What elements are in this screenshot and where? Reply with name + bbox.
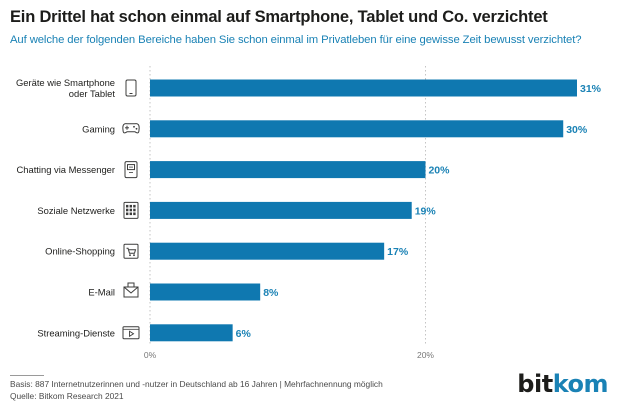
bar [150, 242, 385, 260]
bar [150, 161, 426, 179]
bar [150, 201, 412, 219]
category-label: Streaming-Dienste [37, 327, 115, 338]
gamepad-icon [122, 123, 140, 134]
icons-layer [122, 79, 140, 340]
x-tick-label: 20% [417, 350, 434, 360]
footer-divider [10, 375, 44, 376]
category-label: Soziale Netzwerke [37, 205, 115, 216]
bar [150, 283, 261, 301]
source-note: Quelle: Bitkom Research 2021 [10, 390, 124, 401]
social-grid-icon [123, 201, 139, 219]
bar [150, 120, 564, 138]
video-player-icon [122, 326, 140, 340]
value-label: 31% [580, 83, 602, 95]
chart-subtitle: Auf welche der folgenden Bereiche haben … [10, 34, 582, 46]
bars-layer [150, 79, 577, 342]
value-label: 19% [415, 205, 437, 217]
bitkom-logo: bitkom [517, 370, 608, 398]
value-label: 30% [566, 124, 588, 136]
chart-title: Ein Drittel hat schon einmal auf Smartph… [10, 8, 548, 26]
logo-part-1: bit [517, 370, 553, 398]
logo-part-2: kom [552, 370, 609, 398]
bar [150, 324, 233, 342]
value-label: 20% [428, 165, 450, 177]
category-label: Online-Shopping [45, 246, 115, 257]
messenger-icon [124, 161, 138, 179]
category-label: Chatting via Messenger [17, 164, 116, 175]
mail-icon [123, 282, 139, 298]
footnote: Basis: 887 Internetnutzerinnen und -nutz… [10, 379, 383, 402]
value-label: 8% [263, 287, 279, 299]
value-label: 17% [387, 246, 409, 258]
basis-note: Basis: 887 Internetnutzerinnen und -nutz… [10, 379, 383, 389]
category-label: oder Tablet [69, 88, 116, 99]
category-label: Gaming [82, 123, 115, 134]
value-label: 6% [236, 328, 252, 340]
ticks-layer: 0% 20% [144, 350, 435, 360]
x-tick-label: 0% [144, 350, 157, 360]
category-label: Geräte wie Smartphone [16, 77, 115, 88]
bar [150, 79, 577, 97]
category-label: E-Mail [88, 287, 115, 298]
phone-icon [125, 79, 137, 97]
cart-icon [123, 243, 139, 259]
